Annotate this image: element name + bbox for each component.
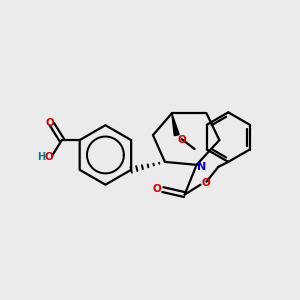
Polygon shape [172,113,179,136]
Text: O: O [46,118,54,128]
Text: O: O [201,178,210,188]
Text: O: O [45,152,53,162]
Text: H: H [37,152,45,162]
Text: O: O [177,135,186,145]
Text: N: N [197,162,206,172]
Text: O: O [153,184,161,194]
